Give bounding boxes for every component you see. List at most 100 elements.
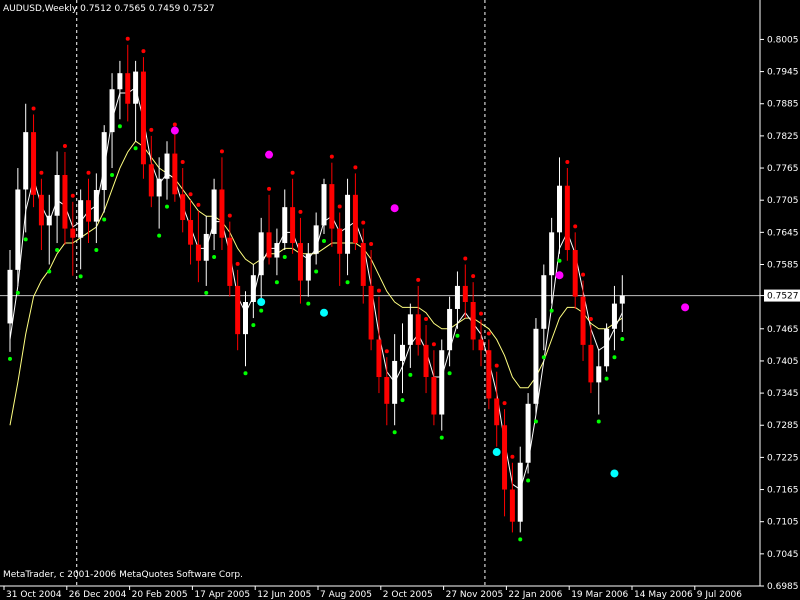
candle[interactable]	[533, 318, 539, 415]
candle[interactable]	[109, 73, 115, 169]
candle[interactable]	[572, 232, 578, 309]
candle[interactable]	[494, 371, 500, 447]
candle[interactable]	[502, 409, 508, 517]
price-tick-label: 0.7527	[767, 292, 799, 302]
candle[interactable]	[604, 323, 610, 372]
candle[interactable]	[588, 325, 594, 394]
red-dot	[227, 213, 232, 218]
candle[interactable]	[384, 357, 390, 426]
candle[interactable]	[478, 319, 484, 367]
candle[interactable]	[337, 212, 343, 286]
candles[interactable]	[7, 44, 625, 533]
candle[interactable]	[282, 189, 288, 251]
candle[interactable]	[297, 217, 303, 304]
candle[interactable]	[93, 173, 99, 244]
candle-body	[321, 184, 327, 226]
candle[interactable]	[321, 178, 327, 234]
time-tick-label: 31 Oct 2004	[6, 590, 62, 600]
candle-body	[101, 132, 107, 191]
candle[interactable]	[423, 325, 429, 394]
candle-body	[360, 243, 366, 286]
candle-body	[564, 185, 570, 251]
candle[interactable]	[180, 168, 186, 233]
candle[interactable]	[148, 135, 154, 208]
candle[interactable]	[23, 103, 29, 233]
candle[interactable]	[219, 157, 225, 251]
candle[interactable]	[188, 200, 194, 265]
candle[interactable]	[345, 178, 351, 276]
candle[interactable]	[140, 57, 146, 179]
candle-body	[502, 425, 508, 490]
candle[interactable]	[305, 243, 311, 297]
candle[interactable]	[211, 178, 217, 251]
candle[interactable]	[15, 168, 21, 286]
candle[interactable]	[156, 157, 162, 229]
price-tick-label: 0.7405	[767, 357, 799, 367]
candle[interactable]	[486, 339, 492, 410]
candle[interactable]	[376, 296, 382, 394]
candle[interactable]	[258, 217, 264, 304]
candle-body	[305, 253, 311, 281]
candle[interactable]	[195, 210, 201, 283]
candle[interactable]	[117, 60, 123, 120]
candle[interactable]	[46, 194, 52, 265]
candle[interactable]	[274, 228, 280, 276]
candle[interactable]	[549, 217, 555, 304]
candle[interactable]	[360, 228, 366, 304]
candle[interactable]	[54, 151, 60, 244]
candle-body	[423, 344, 429, 378]
candle[interactable]	[447, 296, 453, 367]
candle[interactable]	[400, 323, 405, 394]
candle[interactable]	[580, 280, 586, 361]
candle[interactable]	[133, 60, 139, 142]
candle[interactable]	[235, 269, 241, 351]
candle[interactable]	[517, 446, 523, 533]
green-dot	[604, 376, 609, 381]
candle[interactable]	[619, 275, 625, 333]
candle[interactable]	[70, 201, 76, 276]
candle[interactable]	[266, 194, 272, 265]
candle[interactable]	[431, 350, 437, 426]
candle[interactable]	[541, 264, 547, 351]
candle-body	[46, 215, 52, 226]
candle-body	[54, 175, 60, 216]
candle[interactable]	[525, 393, 531, 474]
candle[interactable]	[368, 250, 374, 351]
candle[interactable]	[86, 178, 91, 244]
candle[interactable]	[462, 264, 468, 319]
candle[interactable]	[101, 125, 107, 213]
candle[interactable]	[596, 350, 602, 415]
green-dot	[408, 372, 413, 377]
candle[interactable]	[227, 221, 233, 297]
price-axis-ticks: 0.8005 0.7945 0.7885 0.7825 0.7765 0.7705 0.76…	[760, 35, 800, 592]
candle[interactable]	[509, 462, 515, 533]
candle[interactable]	[78, 189, 84, 270]
candle[interactable]	[38, 178, 44, 251]
candle[interactable]	[470, 282, 476, 351]
price-tick-label: 0.8005	[767, 35, 799, 45]
candle[interactable]	[313, 212, 319, 265]
candle[interactable]	[415, 285, 421, 356]
time-tick-label: 20 Feb 2005	[132, 590, 188, 600]
candle[interactable]	[329, 162, 335, 247]
candle-body	[580, 296, 586, 345]
candle[interactable]	[125, 44, 131, 122]
candle[interactable]	[392, 334, 398, 426]
candle[interactable]	[164, 141, 170, 200]
candle[interactable]	[203, 215, 209, 286]
candle[interactable]	[407, 303, 413, 368]
candle[interactable]	[7, 250, 13, 352]
candle[interactable]	[290, 178, 296, 254]
candle[interactable]	[243, 291, 248, 367]
candle[interactable]	[439, 339, 445, 431]
candle[interactable]	[62, 151, 68, 245]
candle[interactable]	[557, 157, 562, 254]
candle[interactable]	[454, 271, 460, 329]
candle[interactable]	[172, 130, 178, 202]
candle[interactable]	[564, 168, 570, 261]
candle[interactable]	[352, 173, 358, 251]
candle[interactable]	[31, 114, 37, 208]
candle[interactable]	[250, 264, 256, 319]
candle[interactable]	[611, 285, 617, 351]
